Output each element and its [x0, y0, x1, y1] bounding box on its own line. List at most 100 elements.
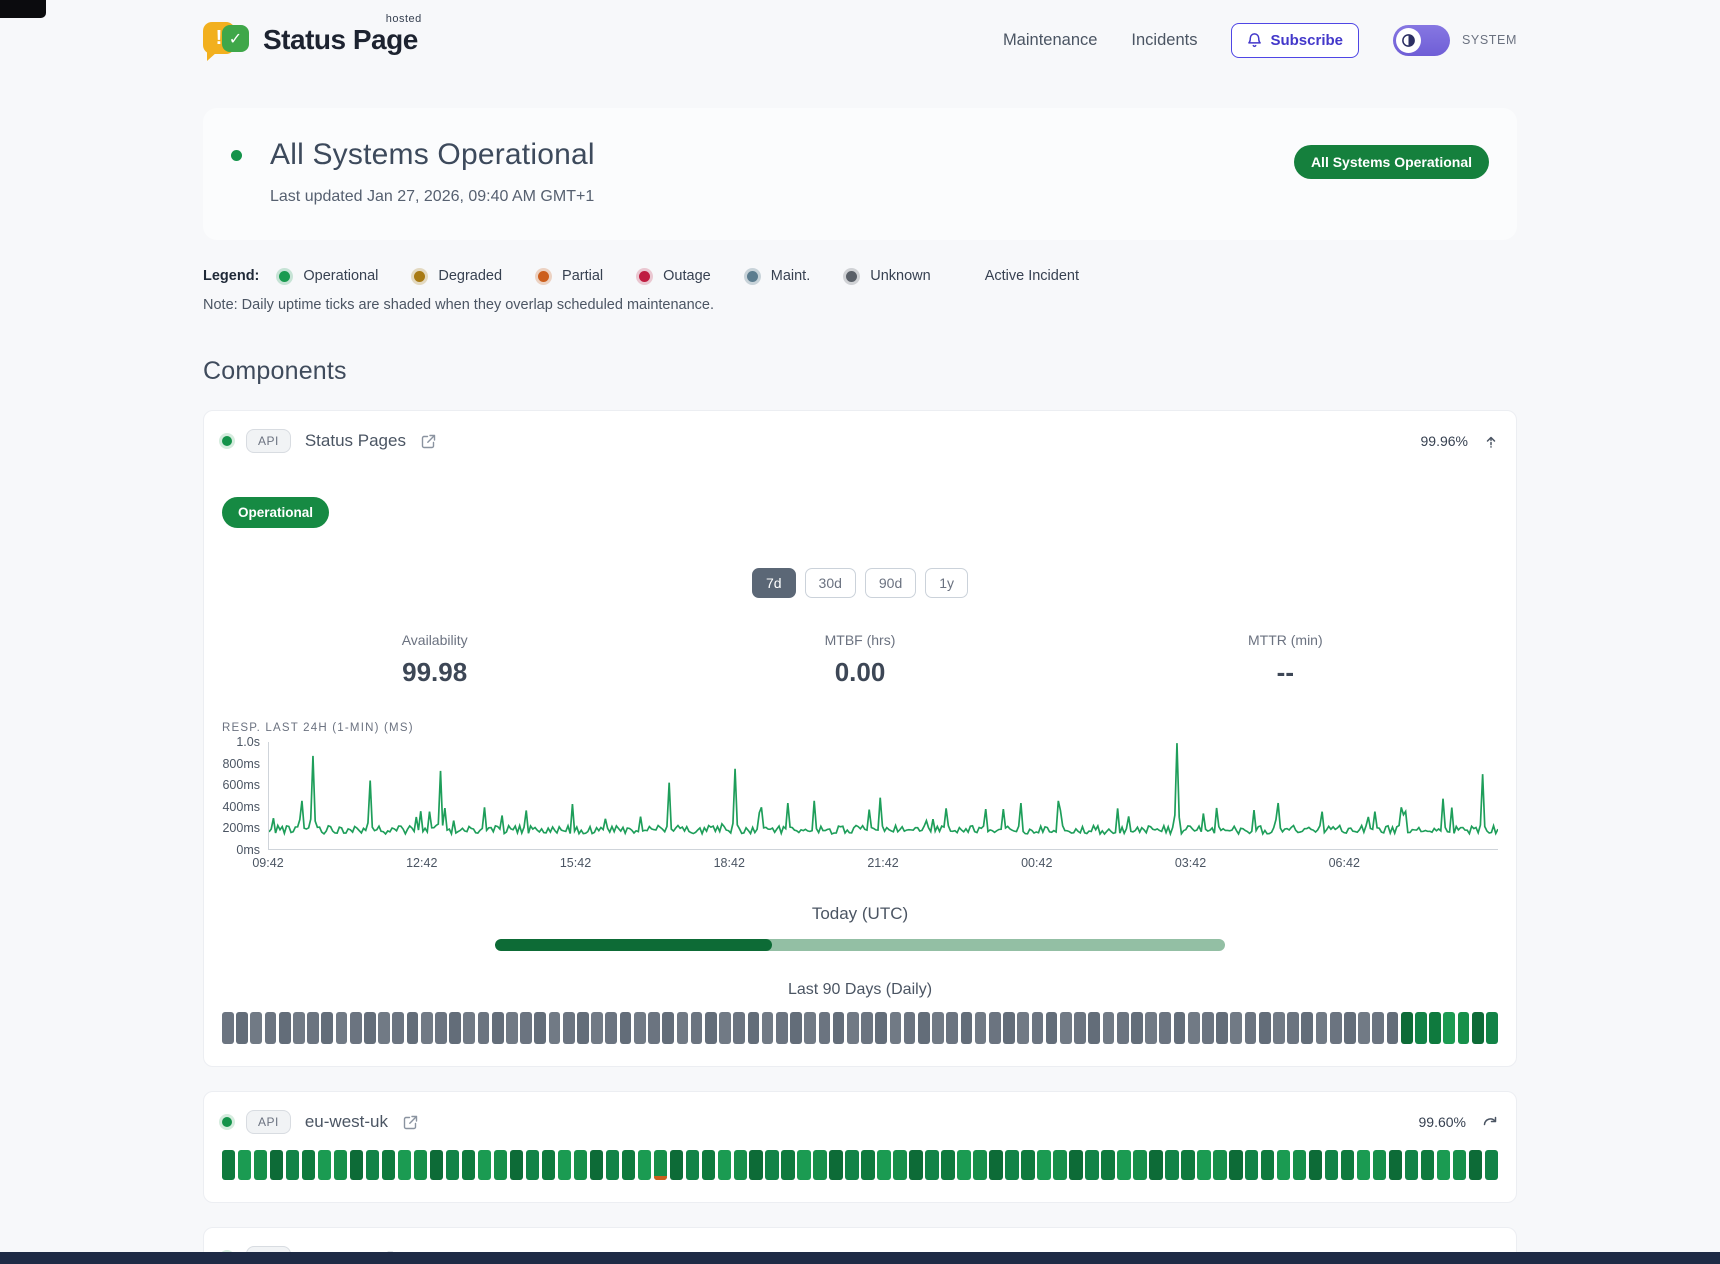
uptime-tick — [1117, 1150, 1131, 1180]
uptime-tick — [1045, 1012, 1058, 1044]
uptime-tick — [1133, 1150, 1147, 1180]
uptime-tick — [1131, 1012, 1143, 1044]
uptime-tick — [365, 1150, 380, 1180]
uptime-tick — [619, 1012, 632, 1044]
theme-control: SYSTEM — [1393, 24, 1517, 56]
uptime-tick — [941, 1150, 955, 1180]
expand-button[interactable] — [1482, 1115, 1498, 1129]
uptime-tick — [989, 1150, 1003, 1180]
external-link-icon[interactable] — [402, 1114, 419, 1131]
uptime-tick — [236, 1012, 248, 1044]
chart-title: RESP. LAST 24H (1-MIN) (MS) — [222, 722, 414, 734]
theme-mode-label: SYSTEM — [1462, 33, 1517, 47]
uptime-tick — [222, 1012, 234, 1044]
uptime-tick — [293, 1012, 305, 1044]
brand-logo[interactable]: ! ✓ Status Page hosted — [203, 13, 422, 61]
uptime-tick — [1436, 1150, 1451, 1180]
brand-superscript: hosted — [385, 13, 422, 25]
uptime-tick — [264, 1012, 277, 1044]
uptime-tick — [1230, 1012, 1243, 1044]
main-nav: Maintenance Incidents Subscribe SYSTEM — [1002, 22, 1517, 58]
uptime-tick — [491, 1012, 504, 1044]
uptime-tick — [541, 1150, 556, 1180]
range-button-30d[interactable]: 30d — [804, 568, 856, 598]
y-tick-label: 1.0s — [236, 735, 260, 749]
legend-active-incident: Active Incident — [984, 268, 1079, 284]
uptime-tick — [648, 1012, 660, 1044]
stats-row: Availability 99.98 MTBF (hrs) 0.00 MTTR (min… — [222, 632, 1498, 688]
uptime-tick — [525, 1150, 540, 1180]
uptime-tick — [301, 1150, 316, 1180]
uptime-tick — [477, 1150, 492, 1180]
uptime-tick — [1415, 1012, 1427, 1044]
uptime-tick — [875, 1012, 888, 1044]
uptime-tick — [605, 1012, 618, 1044]
range-button-1y[interactable]: 1y — [925, 568, 969, 598]
component-header[interactable]: API Status Pages 99.96% — [222, 429, 1498, 453]
uptime-tick — [548, 1012, 561, 1044]
nav-incidents[interactable]: Incidents — [1131, 30, 1198, 49]
uptime-tick — [893, 1150, 907, 1180]
uptime-tick — [861, 1150, 875, 1180]
status-dot-icon — [414, 270, 426, 282]
check-icon: ✓ — [222, 25, 249, 52]
legend-item-label: Partial — [562, 268, 604, 284]
uptime-tick — [250, 1012, 263, 1044]
today-progress-bar — [495, 939, 1225, 951]
brand-icon: ! ✓ — [203, 19, 251, 61]
uptime-tick — [605, 1150, 620, 1180]
uptime-tick — [269, 1150, 284, 1180]
status-dot-icon — [538, 270, 550, 282]
arrow-up-dashed-icon — [1486, 436, 1496, 448]
chart-x-axis: 09:42 12:42 15:42 18:42 21:42 00:42 03:42 06:42 — [252, 856, 1498, 876]
uptime-tick — [1197, 1150, 1211, 1180]
chart-y-axis: 1.0s 800ms 600ms 400ms 200ms 0ms — [222, 735, 268, 857]
y-tick-label: 800ms — [222, 756, 260, 771]
today-progress-fill — [495, 939, 773, 951]
stat-value: -- — [1276, 657, 1294, 687]
uptime-tick — [562, 1012, 575, 1044]
uptime-tick — [317, 1150, 332, 1180]
uptime-tick — [364, 1012, 376, 1044]
uptime-tick — [589, 1150, 604, 1180]
uptime-tick — [974, 1012, 987, 1044]
uptime-tick — [349, 1012, 362, 1044]
theme-toggle[interactable] — [1393, 24, 1450, 56]
component-header[interactable]: API eu-west-uk 99.60% — [222, 1110, 1498, 1134]
uptime-tick — [1486, 1012, 1498, 1044]
uptime-tick — [960, 1012, 973, 1044]
uptime-tick — [889, 1012, 902, 1044]
today-utc-label: Today (UTC) — [811, 904, 909, 923]
nav-maintenance[interactable]: Maintenance — [1002, 30, 1098, 49]
uptime-tick — [797, 1150, 811, 1180]
component-status-dot — [222, 1117, 232, 1127]
uptime-tick — [733, 1012, 746, 1044]
uptime-tick — [1358, 1012, 1370, 1044]
uptime-tick — [1386, 1012, 1399, 1044]
curved-arrow-icon — [1483, 1116, 1497, 1126]
uptime-tick — [278, 1012, 291, 1044]
uptime-tick — [1400, 1012, 1413, 1044]
x-tick-label: 15:42 — [559, 856, 592, 870]
uptime-tick — [1085, 1150, 1099, 1180]
y-tick-label: 200ms — [222, 821, 260, 836]
last-90-days-label: Last 90 Days (Daily) — [787, 981, 933, 998]
uptime-tick — [1315, 1012, 1328, 1044]
uptime-tick — [1145, 1012, 1157, 1044]
subscribe-button[interactable]: Subscribe — [1231, 22, 1359, 58]
uptime-tick — [1069, 1150, 1083, 1180]
uptime-ticks-eu-west-uk — [222, 1150, 1499, 1180]
uptime-tick — [781, 1150, 795, 1180]
uptime-tick — [1429, 1012, 1441, 1044]
uptime-tick — [1101, 1150, 1115, 1180]
legend-item-operational: Operational — [279, 268, 378, 284]
collapse-button[interactable] — [1484, 433, 1498, 450]
legend-item-label: Outage — [663, 268, 711, 284]
external-link-icon[interactable] — [420, 433, 437, 450]
chart-plot-area — [268, 742, 1498, 850]
brand-name: Status Page hosted — [263, 13, 422, 55]
range-button-7d[interactable]: 7d — [751, 568, 796, 598]
range-button-90d[interactable]: 90d — [864, 568, 917, 598]
uptime-tick — [534, 1012, 547, 1044]
uptime-tick — [591, 1012, 603, 1044]
